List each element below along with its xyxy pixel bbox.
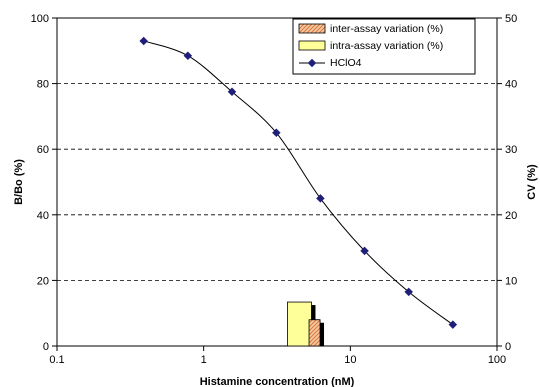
hclo4-point xyxy=(183,51,193,60)
hclo4-point xyxy=(404,287,413,297)
right-tick-label: 50 xyxy=(505,13,517,25)
gridlines xyxy=(57,83,497,281)
markers xyxy=(139,36,458,329)
right-axis-ticks: 0 10 20 30 40 50 xyxy=(497,13,517,353)
left-tick-label: 0 xyxy=(43,341,49,353)
right-tick-label: 0 xyxy=(505,341,511,353)
right-tick-label: 30 xyxy=(505,144,517,156)
legend-swatch-intra xyxy=(298,40,326,51)
curve xyxy=(143,40,454,326)
left-tick-label: 100 xyxy=(31,13,49,25)
right-tick-label: 20 xyxy=(505,210,517,222)
hclo4-point xyxy=(448,320,458,329)
legend: inter-assay variation (%) intra-assay va… xyxy=(292,18,476,75)
hclo4-point xyxy=(272,128,281,138)
left-tick-label: 20 xyxy=(37,275,49,287)
legend-swatch-inter xyxy=(298,23,326,34)
legend-label-intra: intra-assay variation (%) xyxy=(330,40,443,52)
bar-intra-assay xyxy=(287,301,312,347)
hclo4-point xyxy=(139,36,148,46)
legend-label-inter: inter-assay variation (%) xyxy=(330,23,443,35)
hclo4-point xyxy=(316,194,325,203)
left-tick-label: 80 xyxy=(37,79,49,91)
hclo4-curve xyxy=(143,40,454,326)
x-tick-label: 1 xyxy=(201,354,207,366)
right-tick-label: 10 xyxy=(505,275,517,287)
x-tick-label: 10 xyxy=(344,354,356,366)
hclo4-point xyxy=(360,246,369,256)
x-tick-label: 100 xyxy=(488,354,506,366)
left-axis-title: B/Bo (%) xyxy=(13,159,25,205)
x-axis-ticks: 0.1 1 10 100 xyxy=(49,346,506,366)
bars xyxy=(287,301,325,347)
left-tick-label: 40 xyxy=(37,210,49,222)
x-tick-label: 0.1 xyxy=(49,354,64,366)
right-tick-label: 40 xyxy=(505,79,517,91)
left-tick-label: 60 xyxy=(37,144,49,156)
hclo4-point xyxy=(227,87,237,97)
x-axis-title: Histamine concentration (nM) xyxy=(200,376,355,387)
legend-label-hclo4: HClO4 xyxy=(330,57,362,69)
right-axis-title: CV (%) xyxy=(526,164,538,200)
legend-swatch-marker xyxy=(307,58,317,68)
bar-inter-assay-front xyxy=(308,319,321,347)
left-axis-ticks: 0 20 40 60 80 100 xyxy=(31,13,57,353)
